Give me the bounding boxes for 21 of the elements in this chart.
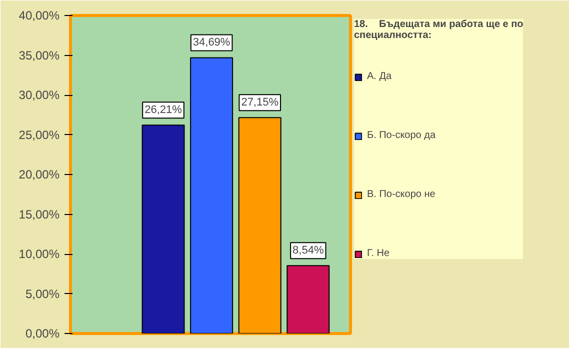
data-label: 34,69% (192, 36, 230, 49)
data-label: 8,54% (292, 244, 324, 257)
bar (286, 265, 330, 334)
y-tick-label: 35,00% (18, 48, 60, 62)
legend-label: В. По-скоро не (367, 189, 436, 200)
y-tick-label: 25,00% (18, 128, 60, 142)
bar (142, 124, 185, 334)
legend-label: Г. Не (367, 248, 390, 259)
y-tick-label: 0,00% (25, 326, 60, 340)
y-tick-label: 20,00% (18, 168, 60, 182)
y-tick-label: 40,00% (18, 8, 60, 22)
bar (190, 57, 234, 334)
y-tick-label: 15,00% (18, 207, 60, 222)
legend-label: А. Да (367, 71, 392, 82)
legend-label: Б. По-скоро да (367, 130, 436, 141)
legend-title: 18. Бъдещата ми работа ще е по специалността: (354, 19, 524, 41)
data-label: 27,15% (241, 96, 279, 109)
y-tick-label: 5,00% (25, 286, 60, 301)
y-tick-label: 10,00% (18, 247, 60, 261)
data-label: 26,21% (144, 104, 182, 116)
y-tick-label: 30,00% (18, 88, 60, 102)
